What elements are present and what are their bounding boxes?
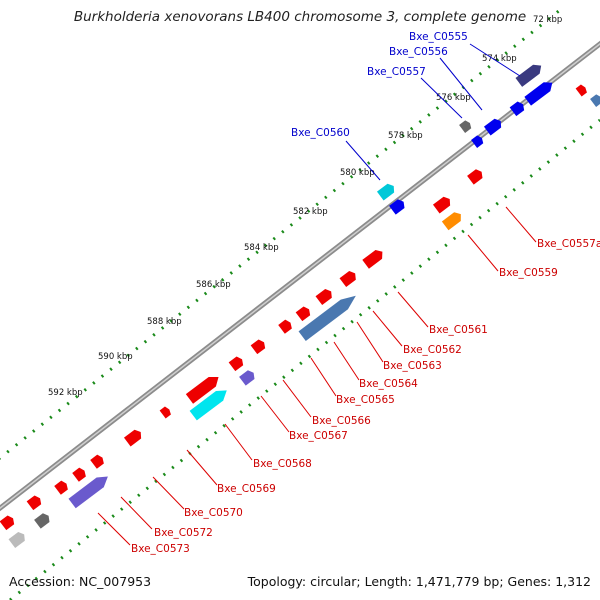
gene-arrow[interactable]: [90, 453, 106, 469]
gene-label[interactable]: Bxe_C0567: [289, 430, 348, 442]
blue-callouts: [345, 43, 521, 181]
gene-arrow[interactable]: [376, 181, 398, 201]
gene-label[interactable]: Bxe_C0565: [336, 394, 395, 406]
gene-arrow[interactable]: [8, 529, 28, 549]
gene-arrow[interactable]: [159, 405, 173, 419]
gene-label[interactable]: Bxe_C0570: [184, 507, 243, 519]
gene-arrow[interactable]: [362, 247, 386, 269]
gene-label[interactable]: Bxe_C0572: [154, 527, 213, 539]
gene-arrow[interactable]: [432, 194, 454, 214]
gene-label[interactable]: Bxe_C0557: [367, 66, 426, 78]
gene-arrow[interactable]: [34, 511, 52, 529]
gene-arrow[interactable]: [590, 93, 600, 107]
gene-label[interactable]: Bxe_C0563: [383, 360, 442, 372]
gene-arrow[interactable]: [441, 209, 465, 231]
gene-arrow[interactable]: [467, 167, 485, 185]
gene-label[interactable]: Bxe_C0564: [359, 378, 418, 390]
gene-arrow[interactable]: [0, 513, 17, 531]
gene-label[interactable]: Bxe_C0561: [429, 324, 488, 336]
gene-arrow[interactable]: [315, 286, 335, 306]
gene-arrow[interactable]: [72, 466, 88, 482]
gene-label[interactable]: Bxe_C0559: [499, 267, 558, 279]
kbp-label: 574 kbp: [482, 54, 517, 64]
kbp-label: 582 kbp: [293, 207, 328, 217]
gene-label[interactable]: Bxe_C0566: [312, 415, 371, 427]
gene-label[interactable]: Bxe_C0556: [389, 46, 448, 58]
genome-summary-text: Topology: circular; Length: 1,471,779 bp…: [247, 574, 591, 589]
kbp-label: 584 kbp: [244, 243, 279, 253]
gene-arrow[interactable]: [339, 268, 359, 288]
gene-arrow[interactable]: [68, 471, 112, 509]
kbp-label: 576 kbp: [436, 93, 471, 103]
gene-label[interactable]: Bxe_C0560: [291, 127, 350, 139]
gene-arrow[interactable]: [54, 479, 70, 495]
kbp-label: 580 kbp: [340, 168, 375, 178]
outer-scale-ring: [0, 8, 561, 460]
gene-arrow[interactable]: [295, 304, 313, 322]
gene-label[interactable]: Bxe_C0555: [409, 31, 468, 43]
gene-label[interactable]: Bxe_C0573: [131, 543, 190, 555]
gene-label[interactable]: Bxe_C0569: [217, 483, 276, 495]
gene-arrow[interactable]: [123, 427, 145, 447]
kbp-label: 72 kbp: [533, 15, 562, 25]
accession-text: Accession: NC_007953: [9, 574, 152, 589]
gene-arrow[interactable]: [389, 197, 407, 215]
gene-arrow[interactable]: [239, 368, 257, 386]
kbp-label: 588 kbp: [147, 317, 182, 327]
gene-arrow[interactable]: [250, 337, 268, 355]
map-title: Burkholderia xenovorans LB400 chromosome…: [73, 9, 527, 25]
kbp-label: 586 kbp: [196, 280, 231, 290]
red-callouts: [97, 206, 537, 546]
gene-label[interactable]: Bxe_C0562: [403, 344, 462, 356]
gene-arrow[interactable]: [575, 83, 589, 97]
kbp-label: 578 kbp: [388, 131, 423, 141]
gene-arrow[interactable]: [515, 61, 545, 87]
gene-arrow[interactable]: [26, 493, 44, 511]
kbp-label: 590 kbp: [98, 352, 133, 362]
gene-label[interactable]: Bxe_C0557a: [537, 238, 600, 250]
kbp-label: 592 kbp: [48, 388, 83, 398]
gene-arrow[interactable]: [459, 119, 473, 133]
gene-arrow[interactable]: [278, 318, 294, 334]
gene-label[interactable]: Bxe_C0568: [253, 458, 312, 470]
gene-arrow[interactable]: [228, 354, 246, 372]
